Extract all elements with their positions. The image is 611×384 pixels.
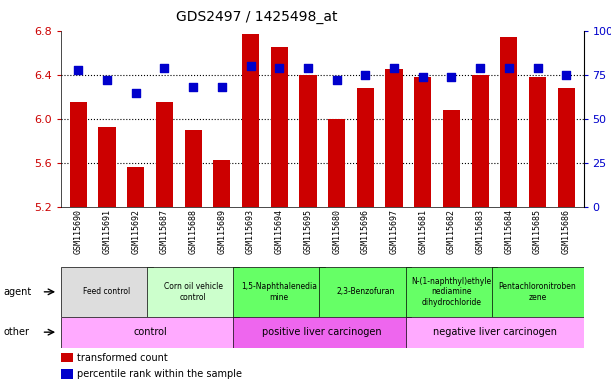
Bar: [213, 160, 230, 207]
Text: 1,5-Naphthalenedia
mine: 1,5-Naphthalenedia mine: [241, 282, 317, 301]
Text: GSM115686: GSM115686: [562, 209, 571, 254]
Text: GSM115696: GSM115696: [361, 209, 370, 254]
Point: [131, 89, 141, 96]
Bar: [492, 267, 584, 317]
Point: [188, 84, 198, 90]
Bar: [156, 103, 173, 207]
Point: [418, 74, 428, 80]
Bar: [529, 77, 546, 207]
Point: [73, 66, 83, 73]
Text: agent: agent: [3, 287, 31, 297]
Text: control: control: [133, 327, 167, 337]
Text: GSM115687: GSM115687: [160, 209, 169, 254]
Point: [389, 65, 399, 71]
Bar: [233, 317, 411, 348]
Bar: [320, 267, 411, 317]
Bar: [61, 267, 153, 317]
Bar: [443, 110, 460, 207]
Text: GSM115681: GSM115681: [419, 209, 427, 254]
Text: GSM115695: GSM115695: [304, 209, 312, 254]
Text: GSM115694: GSM115694: [275, 209, 284, 254]
Text: GSM115690: GSM115690: [74, 209, 83, 254]
Text: GSM115689: GSM115689: [218, 209, 226, 254]
Text: GSM115684: GSM115684: [504, 209, 513, 254]
Text: negative liver carcinogen: negative liver carcinogen: [433, 327, 557, 337]
Bar: [414, 77, 431, 207]
Point: [159, 65, 169, 71]
Text: GSM115692: GSM115692: [131, 209, 141, 254]
Text: 2,3-Benzofuran: 2,3-Benzofuran: [336, 287, 395, 296]
Text: GSM115682: GSM115682: [447, 209, 456, 254]
Bar: [299, 75, 316, 207]
Bar: [406, 267, 497, 317]
Text: N-(1-naphthyl)ethyle
nediamine
dihydrochloride: N-(1-naphthyl)ethyle nediamine dihydroch…: [411, 277, 491, 307]
Text: GSM115693: GSM115693: [246, 209, 255, 254]
Text: GSM115697: GSM115697: [390, 209, 398, 254]
Bar: [127, 167, 144, 207]
Text: Feed control: Feed control: [83, 287, 131, 296]
Bar: [357, 88, 374, 207]
Bar: [147, 267, 239, 317]
Text: transformed count: transformed count: [77, 353, 167, 362]
Bar: [558, 88, 575, 207]
Point: [360, 72, 370, 78]
Text: percentile rank within the sample: percentile rank within the sample: [77, 369, 242, 379]
Point: [533, 65, 543, 71]
Point: [303, 65, 313, 71]
Text: GSM115688: GSM115688: [189, 209, 197, 254]
Bar: [328, 119, 345, 207]
Bar: [61, 353, 73, 362]
Text: Corn oil vehicle
control: Corn oil vehicle control: [164, 282, 222, 301]
Bar: [98, 127, 115, 207]
Text: GDS2497 / 1425498_at: GDS2497 / 1425498_at: [176, 10, 337, 23]
Point: [246, 63, 255, 69]
Point: [217, 84, 227, 90]
Point: [475, 65, 485, 71]
Bar: [61, 317, 239, 348]
Bar: [386, 70, 403, 207]
Bar: [242, 34, 259, 207]
Text: positive liver carcinogen: positive liver carcinogen: [263, 327, 382, 337]
Point: [102, 77, 112, 83]
Text: other: other: [3, 327, 29, 337]
Bar: [233, 267, 325, 317]
Point: [274, 65, 284, 71]
Bar: [406, 317, 584, 348]
Point: [562, 72, 571, 78]
Bar: [500, 37, 518, 207]
Bar: [70, 103, 87, 207]
Text: GSM115680: GSM115680: [332, 209, 341, 254]
Bar: [271, 47, 288, 207]
Text: GSM115683: GSM115683: [476, 209, 485, 254]
Text: GSM115685: GSM115685: [533, 209, 542, 254]
Point: [447, 74, 456, 80]
Text: GSM115691: GSM115691: [103, 209, 112, 254]
Point: [504, 65, 514, 71]
Bar: [472, 75, 489, 207]
Text: Pentachloronitroben
zene: Pentachloronitroben zene: [499, 282, 576, 301]
Bar: [185, 130, 202, 207]
Bar: [61, 369, 73, 379]
Point: [332, 77, 342, 83]
